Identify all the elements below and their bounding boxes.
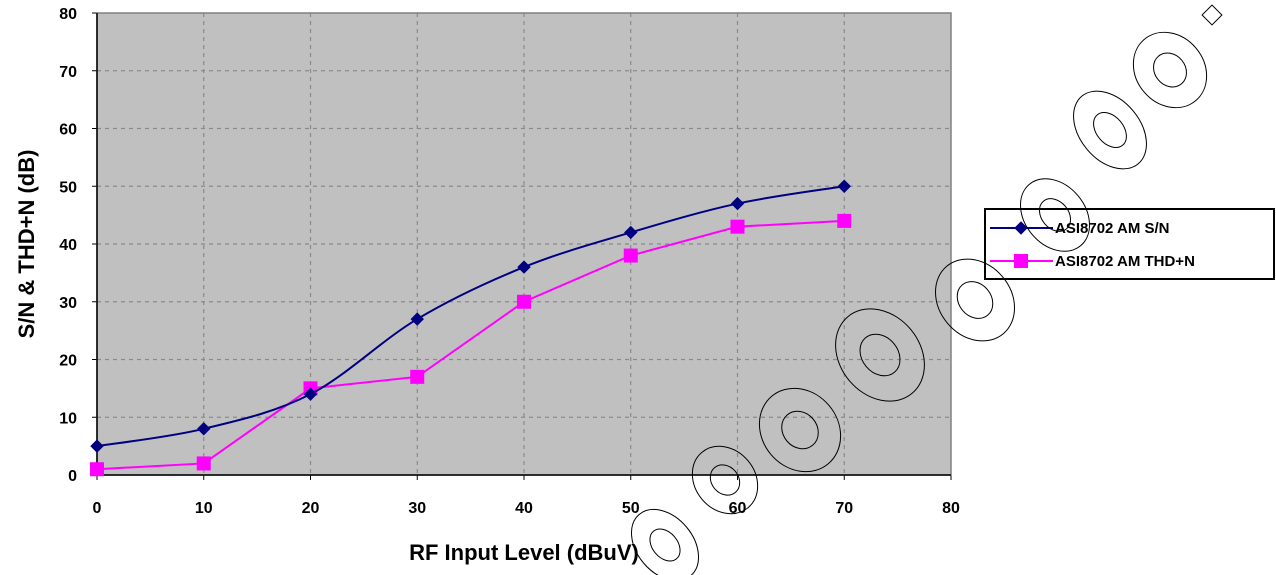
watermark-glyph-inner xyxy=(956,281,994,319)
x-tick-label: 0 xyxy=(93,500,102,517)
y-tick-label: 20 xyxy=(59,353,77,370)
legend-label: ASI8702 AM S/N xyxy=(1055,220,1170,237)
y-tick-label: 80 xyxy=(59,6,77,23)
watermark-glyph-inner xyxy=(1038,198,1072,232)
watermark-glyph xyxy=(631,508,699,575)
series-line xyxy=(96,219,845,471)
data-point xyxy=(196,456,211,471)
data-point xyxy=(623,248,638,263)
x-tick-label: 80 xyxy=(942,500,960,517)
y-tick-label: 50 xyxy=(59,179,77,196)
watermark-glyph xyxy=(835,308,925,402)
y-tick-label: 10 xyxy=(59,410,77,427)
watermark-outline xyxy=(631,4,1223,575)
x-tick-label: 70 xyxy=(835,500,853,517)
y-tick-labels: 0 10 20 30 40 50 60 70 80 xyxy=(59,6,77,485)
y-tick-label: 60 xyxy=(59,122,77,139)
y-tick-label: 30 xyxy=(59,295,77,312)
watermark-glyph xyxy=(758,387,842,473)
series-layer xyxy=(90,179,852,477)
x-tick-label: 10 xyxy=(195,500,213,517)
data-point xyxy=(410,312,424,326)
data-point xyxy=(517,260,531,274)
x-tick-label: 20 xyxy=(302,500,320,517)
watermark-glyph xyxy=(691,445,759,515)
data-point xyxy=(837,179,851,193)
legend-marker xyxy=(1014,221,1028,235)
legend: ASI8702 AM S/N ASI8702 AM THD+N xyxy=(984,208,1275,280)
data-point xyxy=(410,369,425,384)
data-point xyxy=(624,225,638,240)
watermark-glyph-inner xyxy=(859,333,901,377)
y-tick-label: 0 xyxy=(68,468,77,485)
x-tick-label: 40 xyxy=(515,500,533,517)
legend-item: ASI8702 AM S/N xyxy=(990,220,1170,237)
data-point xyxy=(517,294,531,309)
series-0 xyxy=(90,179,851,453)
watermark-dot xyxy=(1201,4,1223,26)
x-tick-label: 50 xyxy=(622,500,640,517)
legend-item: ASI8702 AM THD+N xyxy=(990,253,1195,270)
watermark-glyph-inner xyxy=(1093,112,1127,148)
legend-box xyxy=(984,208,1275,280)
x-tick-label: 30 xyxy=(408,500,426,517)
series-line xyxy=(96,185,845,448)
data-point xyxy=(837,213,852,228)
watermark-glyph xyxy=(1020,178,1090,252)
data-point xyxy=(303,387,318,401)
watermark-glyph-inner xyxy=(709,464,741,496)
legend-marker xyxy=(1014,254,1028,268)
data-point xyxy=(197,422,211,436)
data-point xyxy=(730,219,745,234)
y-tick-label: 40 xyxy=(59,237,77,254)
axes xyxy=(96,12,952,476)
y-tick-label: 70 xyxy=(59,64,77,81)
x-axis-title: RF Input Level (dBuV) xyxy=(409,540,639,565)
watermark-glyph xyxy=(1073,90,1147,170)
data-point xyxy=(730,196,745,211)
watermark-glyph-inner xyxy=(649,528,681,562)
watermark-glyph-inner xyxy=(1153,52,1187,88)
watermark-glyph xyxy=(1132,31,1208,109)
x-tick-labels: 0 10 20 30 40 50 60 70 80 xyxy=(93,500,960,517)
data-point xyxy=(90,439,104,453)
y-axis-title: S/N & THD+N (dB) xyxy=(14,150,39,339)
watermark-glyph xyxy=(934,258,1016,342)
x-tick-label: 60 xyxy=(729,500,747,517)
legend-label: ASI8702 AM THD+N xyxy=(1055,253,1195,270)
watermark-glyph-inner xyxy=(781,410,819,450)
data-point xyxy=(90,462,104,477)
